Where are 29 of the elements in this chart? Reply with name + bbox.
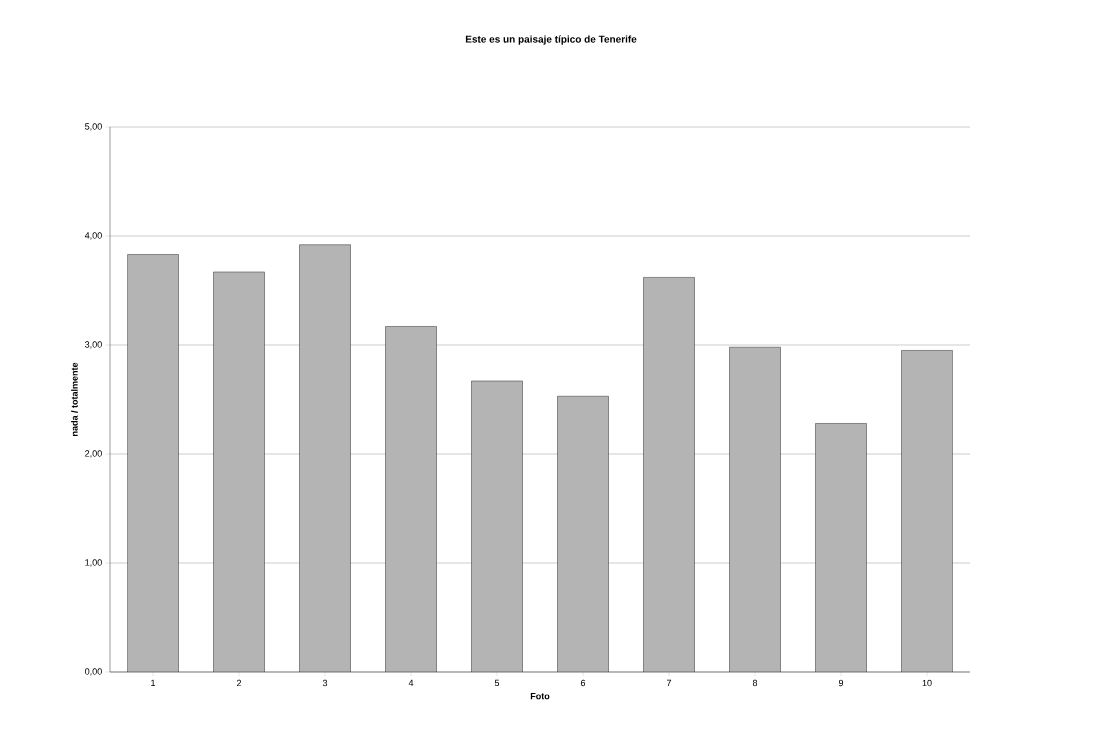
- x-tick-label: 2: [236, 679, 242, 687]
- bar: [385, 326, 437, 672]
- x-axis-title: Foto: [530, 693, 550, 700]
- y-tick-label: 4,00: [84, 232, 102, 240]
- x-tick-label: 3: [322, 679, 328, 687]
- x-tick-label: 6: [580, 679, 586, 687]
- bar: [729, 347, 781, 672]
- x-tick-label: 10: [922, 679, 932, 687]
- bar: [815, 423, 867, 672]
- x-tick-label: 9: [838, 679, 844, 687]
- bar: [471, 380, 523, 672]
- chart-title: Este es un paisaje típico de Tenerife: [465, 35, 637, 45]
- bar: [643, 277, 695, 672]
- x-tick-label: 7: [666, 679, 672, 686]
- bar: [557, 396, 609, 672]
- bar: [299, 244, 351, 672]
- x-tick-label: 1: [151, 679, 156, 686]
- x-tick-label: 5: [494, 679, 500, 687]
- y-tick-label: 5,00: [85, 123, 102, 131]
- y-tick-label: 0,00: [85, 668, 102, 676]
- y-tick-label: 3,00: [85, 341, 102, 349]
- x-tick-label: 4: [408, 679, 414, 686]
- y-axis-title: nada / totalmente: [71, 362, 78, 436]
- x-tick-label: 8: [752, 679, 758, 687]
- y-tick-label: 2,00: [85, 450, 102, 458]
- bar: [213, 271, 265, 672]
- bar: [901, 350, 953, 672]
- y-tick-label: 1,00: [85, 559, 102, 567]
- bar: [127, 254, 179, 672]
